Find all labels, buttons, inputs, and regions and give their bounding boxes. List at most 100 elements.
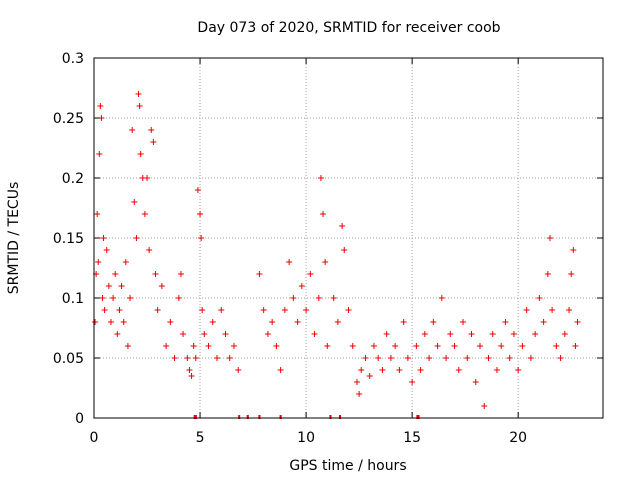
data-point xyxy=(218,307,225,313)
data-gap-marker xyxy=(246,415,249,419)
data-point xyxy=(443,355,450,361)
data-point xyxy=(131,199,138,205)
data-point xyxy=(190,343,197,349)
data-point xyxy=(99,295,106,301)
y-tick-label: 0.1 xyxy=(62,291,84,307)
data-point xyxy=(118,283,125,289)
data-point xyxy=(226,355,233,361)
data-point xyxy=(158,283,165,289)
y-tick-label: 0.25 xyxy=(53,111,84,127)
data-point xyxy=(498,343,505,349)
data-point xyxy=(97,103,104,109)
data-point xyxy=(447,331,454,337)
data-point xyxy=(94,211,101,217)
data-point xyxy=(532,331,539,337)
data-gap-marker xyxy=(279,415,282,419)
data-point xyxy=(103,247,110,253)
data-point xyxy=(150,139,157,145)
data-point xyxy=(96,151,103,157)
data-point xyxy=(330,295,337,301)
data-gap-marker xyxy=(258,415,261,419)
data-point xyxy=(358,367,365,373)
data-point xyxy=(205,343,212,349)
data-point xyxy=(303,307,310,313)
data-point xyxy=(426,355,433,361)
data-point xyxy=(198,235,205,241)
x-tick-label: 15 xyxy=(403,430,421,446)
data-gap-marker xyxy=(193,415,197,419)
x-tick-label: 10 xyxy=(297,430,315,446)
data-point xyxy=(320,211,327,217)
x-tick-label: 0 xyxy=(90,430,99,446)
data-point xyxy=(186,367,193,373)
data-point xyxy=(180,331,187,337)
data-point xyxy=(92,319,99,325)
data-point xyxy=(290,295,297,301)
data-point xyxy=(264,331,271,337)
data-point xyxy=(197,211,204,217)
data-point xyxy=(163,343,170,349)
data-point xyxy=(175,295,182,301)
data-gap-marker xyxy=(238,415,241,419)
data-point xyxy=(476,343,483,349)
data-point xyxy=(192,355,199,361)
data-point xyxy=(214,355,221,361)
data-point xyxy=(349,343,356,349)
data-point xyxy=(171,355,178,361)
data-point xyxy=(235,367,242,373)
data-point xyxy=(177,271,184,277)
data-point xyxy=(135,91,142,97)
x-tick-label: 5 xyxy=(196,430,205,446)
data-point xyxy=(201,331,208,337)
y-tick-label: 0.2 xyxy=(62,171,84,187)
data-point xyxy=(409,379,416,385)
x-axis-label: GPS time / hours xyxy=(289,458,406,474)
data-point xyxy=(127,295,134,301)
data-point xyxy=(345,307,352,313)
data-point xyxy=(421,331,428,337)
data-point xyxy=(136,103,143,109)
y-tick-label: 0.15 xyxy=(53,231,84,247)
y-tick-label: 0.3 xyxy=(62,51,84,67)
chart-title: Day 073 of 2020, SRMTID for receiver coo… xyxy=(197,20,500,36)
data-point xyxy=(129,127,136,133)
data-point xyxy=(366,373,373,379)
data-point xyxy=(438,295,445,301)
data-point xyxy=(549,307,556,313)
y-axis-label: SRMTID / TECUs xyxy=(6,182,22,295)
data-point xyxy=(561,331,568,337)
data-point xyxy=(294,319,301,325)
data-point xyxy=(506,355,513,361)
data-point xyxy=(493,367,500,373)
data-point xyxy=(315,295,322,301)
data-point xyxy=(387,355,394,361)
data-point xyxy=(273,343,280,349)
data-point xyxy=(510,331,517,337)
data-point xyxy=(370,343,377,349)
data-point xyxy=(110,295,117,301)
data-point xyxy=(356,391,363,397)
x-tick-labels: 0 5 10 15 20 xyxy=(90,430,528,446)
data-point xyxy=(107,319,114,325)
data-point xyxy=(502,319,509,325)
grid xyxy=(94,58,603,418)
data-gap-marker xyxy=(416,415,420,419)
data-point xyxy=(148,127,155,133)
data-point xyxy=(101,307,108,313)
data-point xyxy=(105,283,112,289)
data-point xyxy=(553,343,560,349)
data-point xyxy=(396,367,403,373)
data-points xyxy=(92,91,581,409)
data-point xyxy=(95,259,102,265)
data-point xyxy=(379,367,386,373)
data-point xyxy=(430,319,437,325)
data-point xyxy=(546,235,553,241)
data-point xyxy=(413,343,420,349)
data-point xyxy=(485,355,492,361)
data-point xyxy=(566,307,573,313)
data-point xyxy=(464,355,471,361)
data-point xyxy=(468,331,475,337)
y-tick-label: 0.05 xyxy=(53,351,84,367)
data-point xyxy=(404,355,411,361)
data-point xyxy=(353,379,360,385)
